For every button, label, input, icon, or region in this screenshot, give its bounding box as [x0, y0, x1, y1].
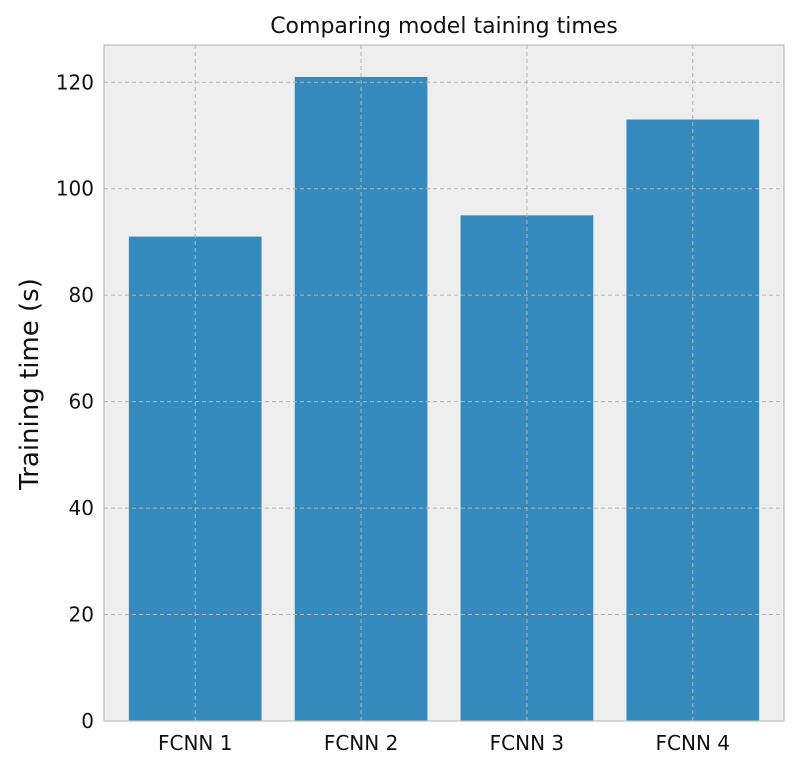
y-tick-label: 40 — [69, 496, 94, 520]
x-tick-label: FCNN 3 — [490, 731, 564, 755]
y-tick-label: 0 — [81, 709, 94, 733]
x-tick-label: FCNN 1 — [158, 731, 232, 755]
plot-frame — [103, 44, 785, 722]
y-tick-label: 100 — [56, 177, 94, 201]
y-tick-label: 60 — [69, 390, 94, 414]
x-tick-label: FCNN 2 — [324, 731, 398, 755]
y-axis-label: Training time (s) — [15, 278, 45, 491]
y-tick-label: 80 — [69, 283, 94, 307]
axis-ticks: 0 20 40 60 80 100 120 FCNN 1 FCNN 2 FCNN 3 FCNN 4 — [56, 70, 730, 755]
y-tick-label: 20 — [69, 603, 94, 627]
x-tick-label: FCNN 4 — [656, 731, 730, 755]
y-tick-label: 120 — [56, 70, 94, 94]
chart-title: Comparing model taining times — [270, 14, 618, 39]
